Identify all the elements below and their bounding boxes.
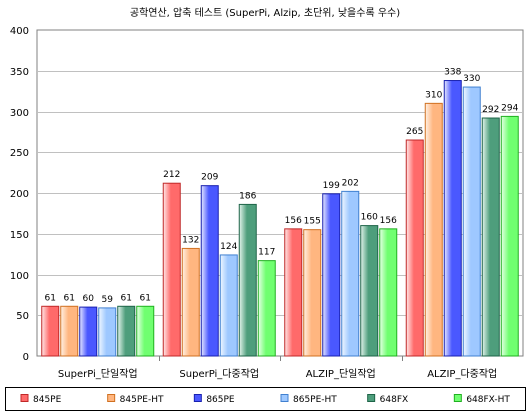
y-tick-label: 350 bbox=[10, 67, 29, 78]
y-tick-label: 200 bbox=[10, 189, 29, 200]
bar-845pe-ht-3 bbox=[303, 229, 322, 357]
data-label: 186 bbox=[239, 191, 256, 201]
data-label: 156 bbox=[380, 216, 397, 226]
bar-865pe-ht-3 bbox=[341, 190, 360, 357]
legend-swatch bbox=[280, 394, 289, 402]
bar-865pe-ht-4 bbox=[462, 86, 481, 357]
bar-845pe-ht-1 bbox=[60, 305, 79, 357]
x-category-label: SuperPi_단일작업 bbox=[58, 367, 138, 380]
bar-648fx-ht-3 bbox=[379, 228, 398, 357]
legend-swatch bbox=[193, 394, 202, 402]
bar-865pe-2 bbox=[200, 185, 219, 357]
data-label: 265 bbox=[406, 127, 423, 137]
legend-label: 865PE bbox=[206, 395, 235, 405]
data-label: 160 bbox=[361, 213, 378, 223]
legend-swatch bbox=[367, 394, 376, 402]
legend-swatch bbox=[20, 394, 29, 402]
bar-845pe-2 bbox=[162, 182, 181, 357]
data-label: 61 bbox=[140, 293, 151, 303]
y-tick-label: 300 bbox=[10, 108, 29, 119]
y-tick-label: 150 bbox=[10, 230, 29, 241]
x-category-label: SuperPi_다중작업 bbox=[179, 367, 259, 380]
legend-swatch bbox=[453, 394, 462, 402]
data-label: 310 bbox=[425, 90, 442, 100]
bar-845pe-ht-4 bbox=[424, 102, 443, 357]
bar-865pe-ht-2 bbox=[219, 254, 238, 357]
data-label: 330 bbox=[463, 74, 480, 84]
y-tick-label: 0 bbox=[23, 352, 29, 363]
bar-865pe-3 bbox=[322, 193, 341, 357]
data-label: 209 bbox=[201, 173, 218, 183]
bar-865pe-4 bbox=[443, 80, 462, 357]
x-category-label: ALZIP_다중작업 bbox=[427, 367, 497, 380]
y-tick-label: 250 bbox=[10, 148, 29, 159]
bar-865pe-ht-1 bbox=[98, 307, 117, 357]
data-label: 124 bbox=[220, 242, 237, 252]
data-label: 132 bbox=[182, 235, 199, 245]
data-label: 156 bbox=[285, 216, 302, 226]
data-label: 117 bbox=[258, 248, 275, 258]
legend-swatch bbox=[107, 394, 116, 402]
bar-845pe-3 bbox=[284, 228, 303, 357]
bar-648fx-2 bbox=[238, 203, 257, 357]
data-label: 60 bbox=[83, 294, 95, 304]
legend-label: 648FX bbox=[380, 395, 409, 405]
legend-box bbox=[5, 387, 526, 411]
bar-865pe-1 bbox=[79, 306, 98, 357]
bar-648fx-1 bbox=[117, 305, 136, 357]
bar-845pe-1 bbox=[41, 305, 60, 357]
data-label: 292 bbox=[482, 105, 499, 115]
bar-845pe-4 bbox=[405, 139, 424, 357]
chart-title: 공학연산, 압축 테스트 (SuperPi, Alzip, 초단위, 낮을수록 … bbox=[130, 6, 400, 19]
data-label: 212 bbox=[163, 170, 180, 180]
legend-label: 845PE-HT bbox=[120, 395, 164, 405]
bar-648fx-3 bbox=[360, 225, 379, 357]
y-tick-label: 400 bbox=[10, 26, 29, 37]
data-label: 202 bbox=[342, 178, 359, 188]
data-label: 61 bbox=[121, 293, 132, 303]
legend-label: 648FX-HT bbox=[466, 395, 510, 405]
bar-648fx-ht-2 bbox=[257, 260, 276, 357]
data-label: 294 bbox=[501, 103, 518, 113]
x-category-label: ALZIP_단일작업 bbox=[306, 367, 376, 380]
data-label: 59 bbox=[102, 295, 114, 305]
legend-label: 865PE-HT bbox=[293, 395, 337, 405]
plot-area: 0 50 100 150 200 250 300 350 400 61 61 60 59 61 61 Supe… bbox=[10, 26, 524, 380]
data-label: 338 bbox=[444, 68, 461, 78]
legend-label: 845PE bbox=[33, 395, 62, 405]
bar-845pe-ht-2 bbox=[181, 247, 200, 357]
bar-648fx-4 bbox=[481, 117, 500, 357]
data-label: 199 bbox=[323, 181, 340, 191]
legend: 845PE 845PE-HT 865PE 865PE-HT 648FX 648FX-HT bbox=[5, 387, 526, 411]
data-label: 61 bbox=[64, 293, 75, 303]
y-tick-label: 100 bbox=[10, 271, 29, 282]
y-tick-label: 50 bbox=[16, 311, 29, 322]
data-label: 61 bbox=[45, 293, 56, 303]
bar-648fx-ht-1 bbox=[136, 305, 155, 357]
data-label: 155 bbox=[304, 217, 321, 227]
bar-648fx-ht-4 bbox=[500, 115, 519, 357]
